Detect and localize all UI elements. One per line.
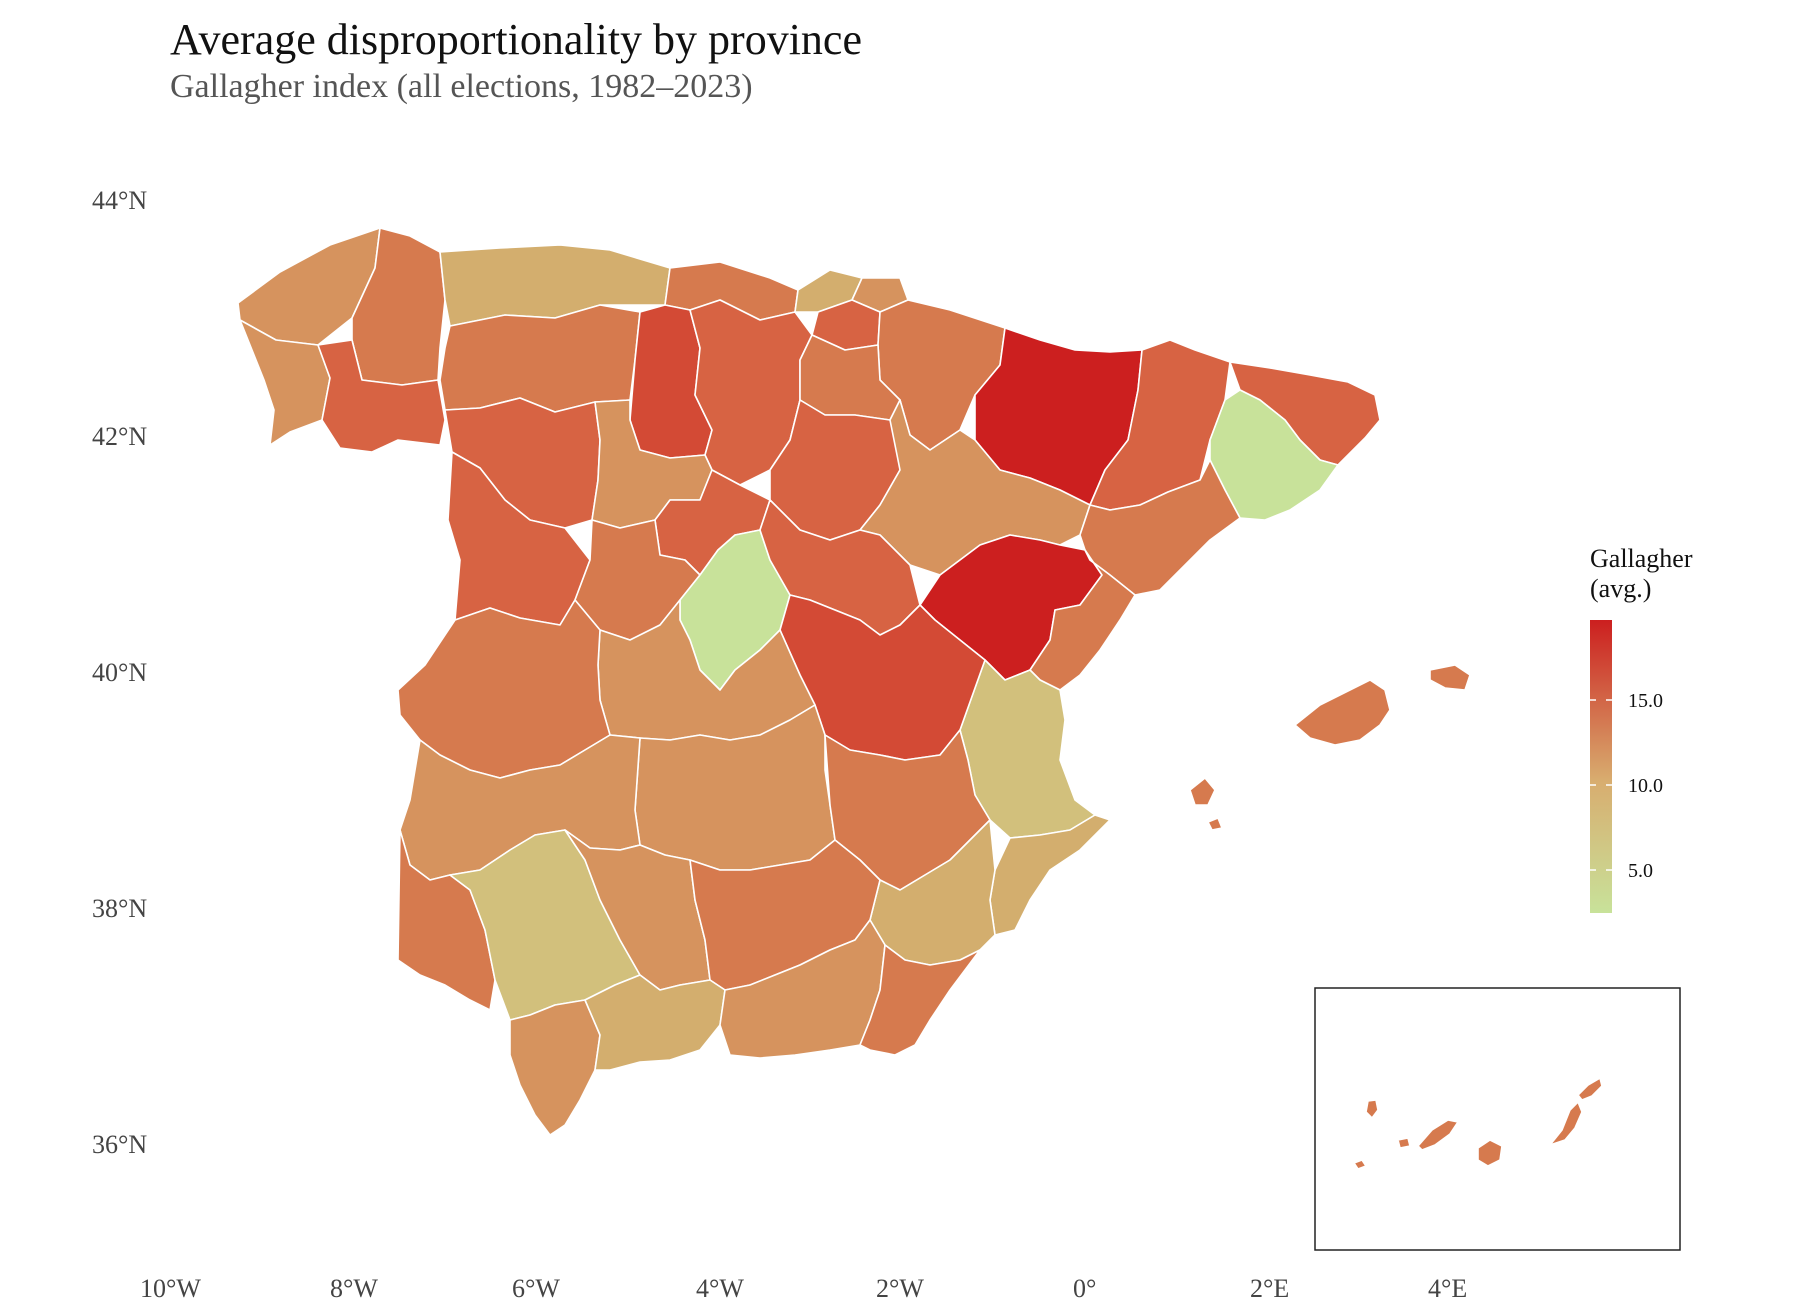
province-canarias-el-hierro	[1353, 1159, 1367, 1170]
province-canarias-gran-canaria	[1477, 1139, 1503, 1167]
lon-label-2w: 2°W	[876, 1274, 924, 1303]
province-baleares-ibiza	[1189, 777, 1216, 806]
lon-label-2e: 2°E	[1250, 1274, 1289, 1303]
province-barcelona	[1209, 389, 1339, 521]
legend-tick-15: 15.0	[1628, 690, 1663, 712]
lon-label-10w: 10°W	[140, 1274, 201, 1303]
province-canarias-tenerife	[1417, 1119, 1459, 1151]
province-asturias	[439, 244, 671, 327]
legend-colorbar	[1590, 620, 1612, 913]
province-almeria	[859, 944, 981, 1056]
lon-label-4e: 4°E	[1428, 1274, 1467, 1303]
province-canarias-la-palma	[1365, 1099, 1379, 1119]
canary-islands-group	[1353, 1077, 1603, 1170]
lat-label-44n: 44°N	[92, 186, 147, 215]
province-canarias-lanzarote	[1577, 1077, 1603, 1101]
lat-label-42n: 42°N	[92, 422, 147, 451]
province-baleares-mallorca	[1294, 679, 1391, 746]
lon-label-6w: 6°W	[512, 1274, 560, 1303]
province-malaga	[584, 974, 726, 1071]
province-baleares-menorca	[1429, 664, 1471, 691]
lat-label-36n: 36°N	[92, 1130, 147, 1159]
province-baleares-formentera	[1207, 817, 1223, 831]
province-ourense	[317, 339, 446, 453]
province-tarragona	[1079, 459, 1241, 596]
chart-subtitle: Gallagher index (all elections, 1982–202…	[170, 68, 753, 105]
legend-title-line2: (avg.)	[1590, 574, 1651, 603]
legend-tick-5: 5.0	[1628, 860, 1653, 882]
province-cadiz	[509, 999, 601, 1136]
lat-label-40n: 40°N	[92, 658, 147, 687]
legend-title-line1: Gallagher	[1590, 544, 1693, 573]
lon-label-4w: 4°W	[696, 1274, 744, 1303]
lat-label-38n: 38°N	[92, 894, 147, 923]
lon-label-0: 0°	[1073, 1274, 1096, 1303]
lon-label-8w: 8°W	[330, 1274, 378, 1303]
province-canarias-la-gomera	[1397, 1137, 1411, 1149]
legend-tick-10: 10.0	[1628, 775, 1663, 797]
province-pontevedra	[239, 319, 331, 446]
province-canarias-fuerteventura	[1549, 1101, 1583, 1146]
chart-title: Average disproportionality by province	[170, 15, 862, 64]
canary-islands-inset-frame	[1314, 987, 1681, 1251]
